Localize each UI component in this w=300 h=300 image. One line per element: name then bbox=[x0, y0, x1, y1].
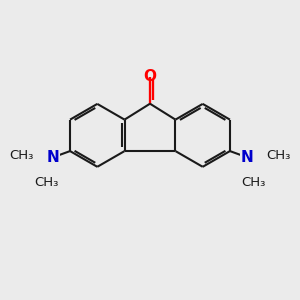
Text: CH₃: CH₃ bbox=[266, 149, 290, 162]
Text: O: O bbox=[143, 70, 157, 85]
Text: CH₃: CH₃ bbox=[241, 176, 266, 189]
Text: N: N bbox=[241, 150, 253, 165]
Text: CH₃: CH₃ bbox=[10, 149, 34, 162]
Text: CH₃: CH₃ bbox=[34, 176, 59, 189]
Text: N: N bbox=[46, 150, 59, 165]
